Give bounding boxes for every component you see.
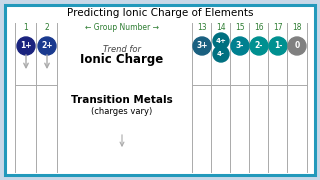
Text: 13: 13 xyxy=(197,22,207,32)
Text: 1: 1 xyxy=(24,22,28,32)
Text: 4-: 4- xyxy=(217,51,225,57)
Text: 2: 2 xyxy=(44,22,49,32)
Text: (charges vary): (charges vary) xyxy=(92,107,153,116)
Text: 3+: 3+ xyxy=(196,42,208,51)
Text: 2-: 2- xyxy=(255,42,263,51)
Text: 2+: 2+ xyxy=(41,42,53,51)
Text: Transition Metals: Transition Metals xyxy=(71,95,173,105)
Circle shape xyxy=(213,46,229,62)
Text: 18: 18 xyxy=(292,22,302,32)
Text: 15: 15 xyxy=(235,22,245,32)
Circle shape xyxy=(193,37,211,55)
Circle shape xyxy=(17,37,35,55)
Circle shape xyxy=(213,33,229,49)
Text: 4+: 4+ xyxy=(216,38,227,44)
Text: 16: 16 xyxy=(254,22,264,32)
Text: 14: 14 xyxy=(216,22,226,32)
Text: Trend for: Trend for xyxy=(103,46,141,55)
Circle shape xyxy=(38,37,56,55)
Text: Ionic Charge: Ionic Charge xyxy=(80,53,164,66)
Text: Predicting Ionic Charge of Elements: Predicting Ionic Charge of Elements xyxy=(67,8,253,18)
FancyBboxPatch shape xyxy=(5,5,315,175)
Text: 1-: 1- xyxy=(274,42,282,51)
Text: 0: 0 xyxy=(294,42,300,51)
Text: 17: 17 xyxy=(273,22,283,32)
Circle shape xyxy=(269,37,287,55)
Circle shape xyxy=(288,37,306,55)
Circle shape xyxy=(250,37,268,55)
Text: 3-: 3- xyxy=(236,42,244,51)
Circle shape xyxy=(231,37,249,55)
Text: ← Group Number →: ← Group Number → xyxy=(85,22,159,32)
Text: 1+: 1+ xyxy=(20,42,32,51)
